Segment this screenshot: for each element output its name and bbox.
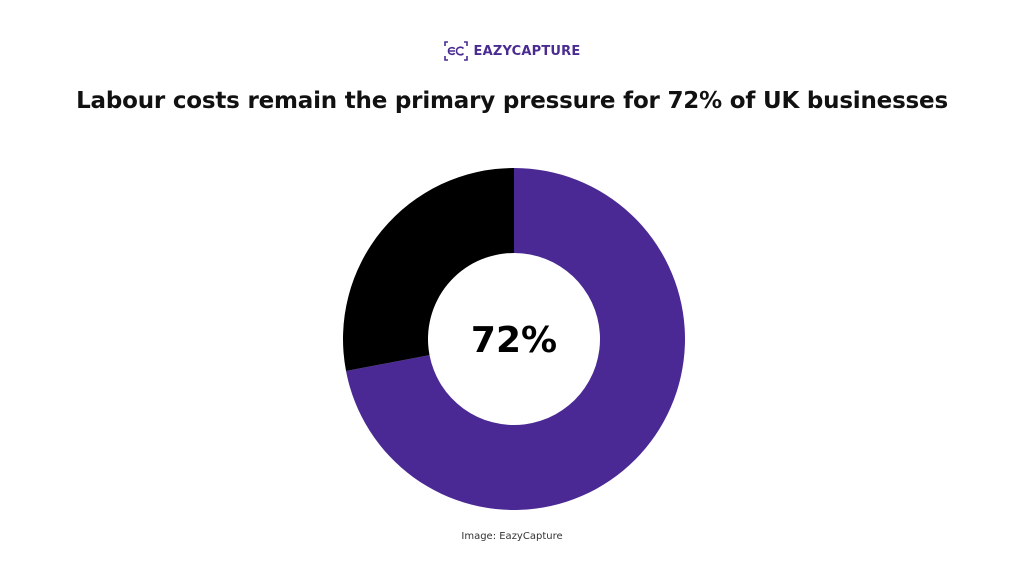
image-credit: Image: EazyCapture — [461, 531, 563, 542]
donut-slice-0 — [346, 168, 686, 511]
brand-logo: EAZYCAPTURE — [0, 40, 1024, 62]
donut-slice-1 — [343, 168, 514, 372]
donut-slices — [343, 168, 686, 511]
center-label: 72% — [471, 320, 557, 361]
chart-title: Labour costs remain the primary pressure… — [76, 88, 948, 114]
ec-logo-icon — [443, 41, 468, 61]
brand-name: EAZYCAPTURE — [473, 43, 581, 59]
